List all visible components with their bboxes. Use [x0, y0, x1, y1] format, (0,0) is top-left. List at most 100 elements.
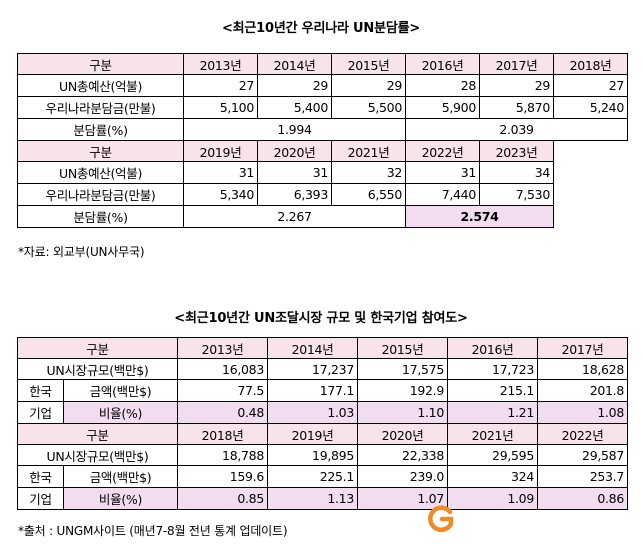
year-header: 2019년: [267, 423, 358, 445]
table2-header-row-a: 구분 2013년 2014년 2015년 2016년 2017년: [17, 337, 628, 359]
cell-value: 27: [183, 74, 258, 97]
cell-value: 34: [479, 161, 554, 184]
cell-value: 5,900: [405, 96, 480, 119]
year-header: 2014년: [267, 337, 358, 359]
header-label: 구분: [17, 53, 184, 75]
cell-value: 0.86: [537, 487, 628, 510]
cell-value: 29: [479, 74, 554, 97]
table-row: UN총예산(억불) 27 29 29 28 29 27: [17, 74, 628, 97]
year-header: 2017년: [479, 53, 554, 75]
year-header: 2022년: [405, 140, 480, 162]
cell-value: 5,240: [553, 96, 628, 119]
table-row: 기업 비율(%) 0.48 1.03 1.10 1.21 1.08: [17, 401, 628, 424]
table-row: 우리나라분담금(만불) 5,340 6,393 6,550 7,440 7,53…: [17, 183, 628, 206]
rate-value-highlighted: 2.574: [405, 205, 554, 228]
year-header: 2014년: [257, 53, 332, 75]
row-label: 비율(%): [63, 487, 178, 510]
row-label: UN총예산(억불): [17, 74, 184, 97]
row-label: 금액(백만$): [63, 465, 178, 488]
cell-value: 19,895: [267, 444, 358, 466]
un-procurement-table: 구분 2013년 2014년 2015년 2016년 2017년 UN시장규모(…: [17, 337, 628, 510]
cell-value: 31: [257, 161, 332, 184]
cell-value: 6,393: [257, 183, 332, 206]
cell-value: 7,530: [479, 183, 554, 206]
table1-header-row-b: 구분 2019년 2020년 2021년 2022년 2023년: [17, 140, 628, 162]
cell-value: 177.1: [267, 379, 358, 402]
cell-value: 1.08: [537, 401, 628, 424]
cell-value: 253.7: [537, 465, 628, 488]
cell-value: 5,400: [257, 96, 332, 119]
year-header: 2015년: [331, 53, 406, 75]
rate-label: 분담률(%): [17, 118, 184, 141]
year-header: 2015년: [357, 337, 448, 359]
cell-value: 239.0: [357, 465, 448, 488]
cell-value: 192.9: [357, 379, 448, 402]
cell-value: 324: [447, 465, 538, 488]
cell-value: 5,500: [331, 96, 406, 119]
cell-value: 5,870: [479, 96, 554, 119]
table1-header-row-a: 구분 2013년 2014년 2015년 2016년 2017년 2018년: [17, 53, 628, 75]
year-header: 2022년: [537, 423, 628, 445]
table-row: 우리나라분담금(만불) 5,100 5,400 5,500 5,900 5,87…: [17, 96, 628, 119]
cell-value: 17,237: [267, 358, 358, 380]
cell-value: 159.6: [177, 465, 268, 488]
table1-source-note: *자료: 외교부(UN사무국): [18, 245, 145, 259]
cell-value: 18,628: [537, 358, 628, 380]
year-header: 2019년: [183, 140, 258, 162]
rate-value: 2.267: [183, 205, 406, 228]
cell-value: 28: [405, 74, 480, 97]
cell-value: 31: [405, 161, 480, 184]
header-label: 구분: [17, 140, 184, 162]
row-label: 금액(백만$): [63, 379, 178, 402]
year-header: 2023년: [479, 140, 554, 162]
table2-source-note: *출처 : UNGM사이트 (매년7-8월 전년 통계 업데이트): [18, 524, 288, 538]
table2-header-row-b: 구분 2018년 2019년 2020년 2021년 2022년: [17, 423, 628, 445]
row-label: UN시장규모(백만$): [17, 444, 178, 466]
cell-value: 6,550: [331, 183, 406, 206]
rate-label: 분담률(%): [17, 205, 184, 228]
empty-cell: [554, 141, 628, 162]
cell-value: 5,100: [183, 96, 258, 119]
table1-title: <최근10년간 우리나라 UN분담률>: [221, 21, 421, 36]
table-row: 분담률(%) 2.267 2.574: [17, 205, 628, 228]
korea-label: 기업: [17, 487, 64, 510]
empty-cell: [554, 184, 628, 206]
year-header: 2016년: [447, 337, 538, 359]
table-row: 기업 비율(%) 0.85 1.13 1.07 1.09 0.86: [17, 487, 628, 510]
year-header: 2013년: [177, 337, 268, 359]
korea-label: 한국: [17, 379, 64, 402]
cell-value: 29,595: [447, 444, 538, 466]
cell-value: 27: [553, 74, 628, 97]
watermark-logo-icon: [428, 505, 454, 532]
cell-value: 1.10: [357, 401, 448, 424]
table-row: 분담률(%) 1.994 2.039: [17, 118, 628, 141]
cell-value: 0.85: [177, 487, 268, 510]
rate-value: 2.039: [405, 118, 628, 141]
cell-value: 215.1: [447, 379, 538, 402]
year-header: 2021년: [447, 423, 538, 445]
cell-value: 32: [331, 161, 406, 184]
cell-value: 16,083: [177, 358, 268, 380]
row-label: UN총예산(억불): [17, 161, 184, 184]
year-header: 2017년: [537, 337, 628, 359]
year-header: 2020년: [257, 140, 332, 162]
korea-label: 기업: [17, 401, 64, 424]
row-label: 우리나라분담금(만불): [17, 96, 184, 119]
cell-value: 29,587: [537, 444, 628, 466]
year-header: 2018년: [177, 423, 268, 445]
year-header: 2020년: [357, 423, 448, 445]
cell-value: 17,575: [357, 358, 448, 380]
cell-value: 201.8: [537, 379, 628, 402]
header-label: 구분: [17, 337, 178, 359]
year-header: 2021년: [331, 140, 406, 162]
cell-value: 22,338: [357, 444, 448, 466]
table2-title: <최근10년간 UN조달시장 규모 및 한국기업 참여도>: [174, 311, 468, 326]
cell-value: 29: [257, 74, 332, 97]
table-row: UN시장규모(백만$) 16,083 17,237 17,575 17,723 …: [17, 358, 628, 380]
rate-value: 1.994: [183, 118, 406, 141]
table-row: UN시장규모(백만$) 18,788 19,895 22,338 29,595 …: [17, 444, 628, 466]
year-header: 2016년: [405, 53, 480, 75]
header-label: 구분: [17, 423, 178, 445]
korea-label: 한국: [17, 465, 64, 488]
row-label: 우리나라분담금(만불): [17, 183, 184, 206]
